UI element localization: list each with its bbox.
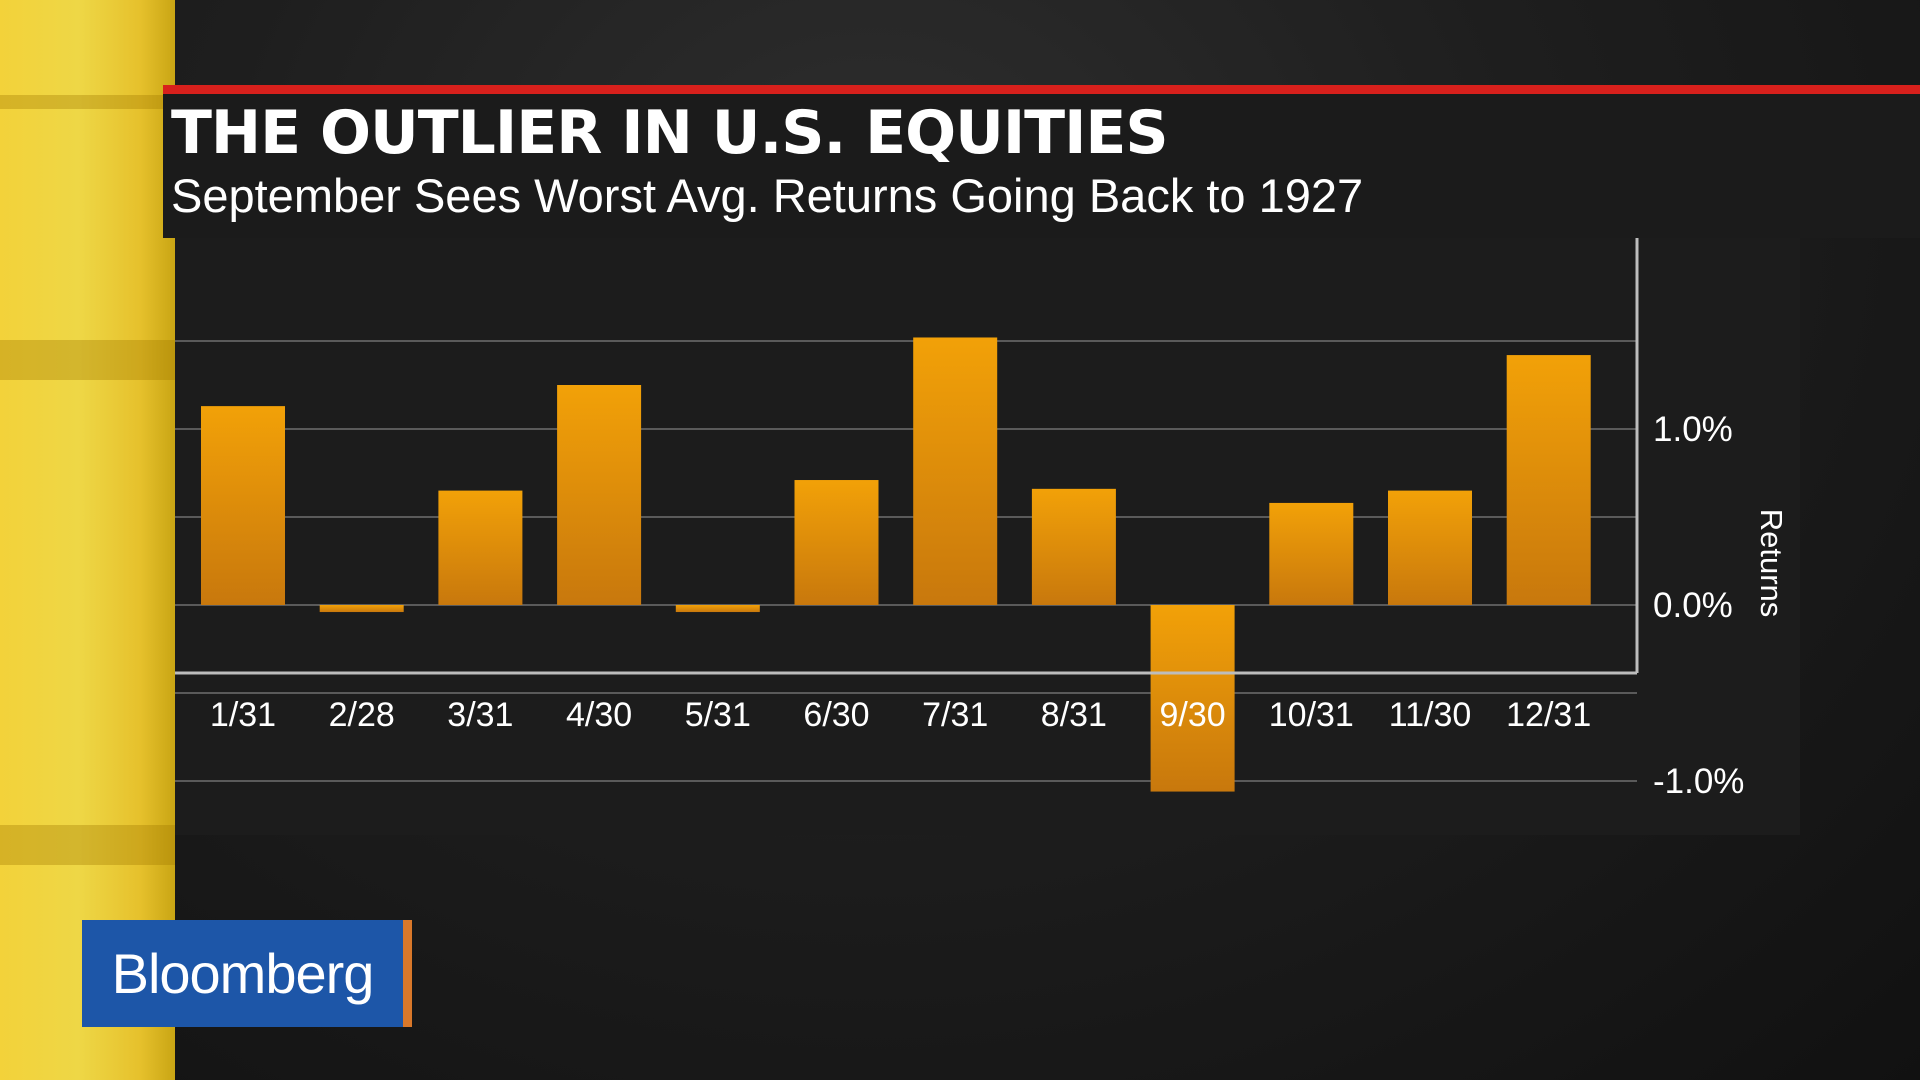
bloomberg-logo: Bloomberg xyxy=(82,920,412,1027)
x-tick-label: 7/31 xyxy=(922,696,988,734)
y-tick-label: 1.0% xyxy=(1653,410,1733,449)
y-axis-title: Returns xyxy=(1754,509,1789,618)
x-tick-label: 6/30 xyxy=(803,696,869,734)
bar-5-31 xyxy=(675,605,760,613)
bar-1-31 xyxy=(201,406,285,605)
bar-chart: 1/31 2/28 3/31 4/30 5/31 6/30 7/31 8/31 9/30 10/3… xyxy=(175,238,1789,801)
background-band xyxy=(0,340,175,380)
x-tick-label: 1/31 xyxy=(210,696,276,734)
x-tick-label: 11/30 xyxy=(1389,696,1472,734)
brand-name: Bloomberg xyxy=(111,942,375,1005)
chart-panel: 1/31 2/28 3/31 4/30 5/31 6/30 7/31 8/31 9/30 10/3… xyxy=(175,238,1800,835)
chart-subtitle: September Sees Worst Avg. Returns Going … xyxy=(171,169,1364,222)
bar-6-30 xyxy=(794,480,879,605)
background-band xyxy=(0,95,175,109)
x-tick-label: 8/31 xyxy=(1041,696,1107,734)
chart-header xyxy=(163,85,1920,238)
y-tick-label: 0.0% xyxy=(1653,586,1733,625)
x-tick-label: 10/31 xyxy=(1269,696,1354,734)
bar-8-31 xyxy=(1031,488,1116,605)
bar-9-30 xyxy=(1150,605,1235,792)
background-band xyxy=(0,825,175,865)
chart-title: THE OUTLIER IN U.S. EQUITIES xyxy=(171,98,1169,168)
bar-11-30 xyxy=(1388,490,1472,605)
x-tick-label: 3/31 xyxy=(447,696,513,734)
bar-12-31 xyxy=(1506,355,1591,605)
bar-3-31 xyxy=(438,490,523,605)
bar-7-31 xyxy=(913,337,998,605)
bar-4-30 xyxy=(557,385,642,605)
bar-2-28 xyxy=(319,605,404,613)
background-yellow-panel xyxy=(0,0,175,1080)
y-tick-label: -1.0% xyxy=(1653,762,1744,801)
x-tick-label: 5/31 xyxy=(685,696,751,734)
x-tick-label: 4/30 xyxy=(566,696,632,734)
bar-10-31 xyxy=(1269,502,1354,605)
x-tick-label: 2/28 xyxy=(329,696,395,734)
x-tick-label: 9/30 xyxy=(1160,696,1226,734)
x-tick-label: 12/31 xyxy=(1506,696,1591,734)
